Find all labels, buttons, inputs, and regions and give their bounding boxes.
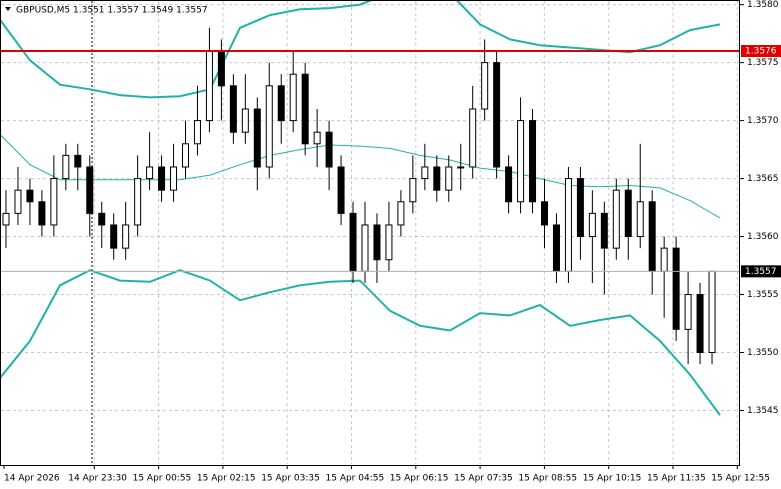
y-tick-label: 1.3550 <box>747 348 779 358</box>
candle-body <box>457 166 465 169</box>
plot-frame <box>0 0 740 466</box>
y-tick-label: 1.3570 <box>747 116 779 126</box>
x-tick-label: 15 Apr 02:15 <box>197 474 256 484</box>
x-tick-label: 15 Apr 08:55 <box>518 474 577 484</box>
candle-body <box>301 73 309 145</box>
bollinger-band <box>1 134 721 219</box>
candle-body <box>313 131 321 145</box>
y-tick-label: 1.3560 <box>747 232 779 242</box>
candle-body <box>529 120 537 203</box>
x-tick-label: 14 Apr 2026 <box>4 474 60 484</box>
candle-body <box>349 212 357 272</box>
x-tick-label: 14 Apr 23:30 <box>68 474 127 484</box>
x-tick-label: 15 Apr 04:55 <box>326 474 385 484</box>
candle-body <box>74 154 82 168</box>
candle-body <box>38 201 46 226</box>
candle-body <box>552 224 560 272</box>
y-tick-label: 1.3575 <box>747 58 779 68</box>
candle-body <box>146 166 154 180</box>
candle-body <box>421 166 429 180</box>
price-label: 1.3557 <box>745 267 777 277</box>
x-tick-label: 15 Apr 12:55 <box>711 474 770 484</box>
candle-body <box>110 224 118 249</box>
candle-body <box>277 85 285 122</box>
bollinger-band <box>1 269 721 416</box>
candle-body <box>385 224 393 261</box>
x-tick-label: 15 Apr 03:35 <box>261 474 320 484</box>
candle-body <box>229 85 237 133</box>
price-label-box <box>741 265 781 278</box>
candle-body <box>493 62 501 168</box>
candle-body <box>600 212 608 249</box>
candle-body <box>241 108 249 133</box>
candle-body <box>541 201 548 226</box>
candle-body <box>265 85 273 168</box>
candle-body <box>217 50 225 87</box>
candle-body <box>2 212 10 226</box>
x-tick-label: 15 Apr 10:15 <box>583 474 642 484</box>
candle-body <box>158 166 166 191</box>
bollinger-band <box>1 1 721 99</box>
candle-body <box>684 294 692 330</box>
candle-body <box>696 294 704 354</box>
candle-body <box>325 131 333 168</box>
level-label: 1.3576 <box>745 47 777 57</box>
candle-body <box>397 201 405 226</box>
candle-body <box>26 189 34 203</box>
candle-body <box>289 73 297 122</box>
candle-body <box>373 224 381 261</box>
candle-body <box>337 166 345 214</box>
candle-body <box>588 212 596 238</box>
candle-body <box>648 201 656 272</box>
candle-body <box>409 178 417 203</box>
x-tick-label: 15 Apr 07:35 <box>454 474 513 484</box>
candle-body <box>576 178 584 238</box>
candle-body <box>122 224 130 249</box>
candle-body <box>564 178 572 272</box>
y-tick-label: 1.3545 <box>747 406 779 416</box>
level-label-box <box>741 45 781 58</box>
title-arrow <box>5 7 11 11</box>
x-tick-label: 15 Apr 11:35 <box>647 474 706 484</box>
x-tick-label: 15 Apr 06:15 <box>390 474 449 484</box>
candle-body <box>708 270 716 354</box>
x-tick-label: 15 Apr 00:55 <box>133 474 192 484</box>
candle-body <box>14 189 22 214</box>
candle-body <box>134 178 142 226</box>
candle-body <box>98 212 106 226</box>
candle-body <box>182 143 189 168</box>
candle-body <box>170 166 178 191</box>
candle-body <box>612 189 620 249</box>
candle-body <box>624 189 632 238</box>
candle-body <box>660 247 668 272</box>
candle-body <box>469 108 477 168</box>
candle-body <box>445 166 453 191</box>
candle-body <box>50 178 58 226</box>
candle-body <box>433 166 441 191</box>
chart-title: GBPUSD,M5 1.3551 1.3557 1.3549 1.3557 <box>16 6 208 16</box>
candle-body <box>205 50 213 122</box>
candle-body <box>86 166 94 214</box>
y-tick-label: 1.3565 <box>747 174 779 184</box>
candle-body <box>253 108 261 168</box>
y-tick-label: 1.3555 <box>747 290 779 300</box>
candle-body <box>672 247 680 330</box>
y-tick-label: 1.3580 <box>747 0 779 10</box>
candle-body <box>636 201 644 238</box>
candle-body <box>361 224 369 272</box>
candle-body <box>505 166 513 203</box>
candle-body <box>193 120 201 145</box>
candle-body <box>62 154 70 180</box>
candle-body <box>481 62 489 110</box>
candle-body <box>517 120 525 203</box>
